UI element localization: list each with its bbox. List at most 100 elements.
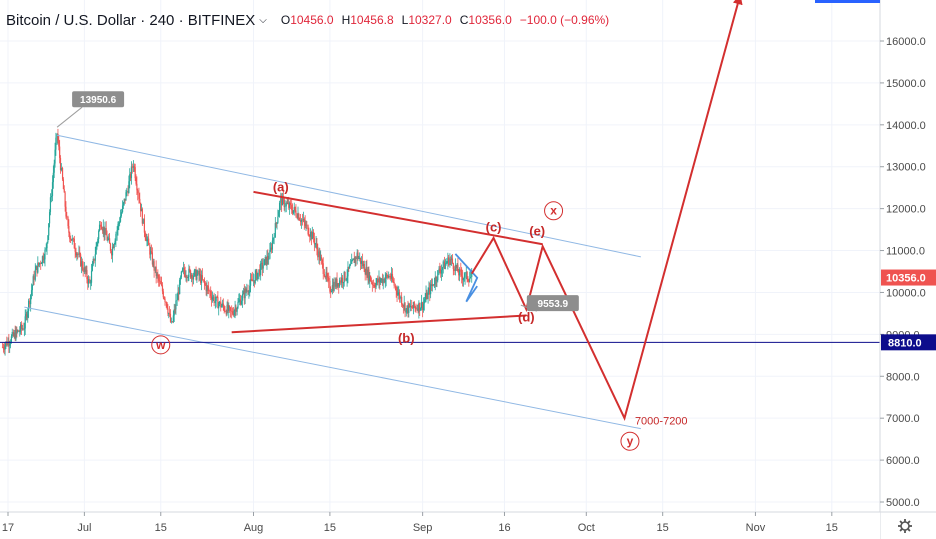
wave-label: (e) (529, 224, 545, 239)
candle-body (135, 178, 137, 184)
candle-body (331, 284, 334, 292)
candle-body (70, 239, 73, 241)
ohlc-key: L (401, 13, 409, 27)
candle-body (441, 267, 443, 271)
candle-body (374, 286, 376, 288)
candle-body (210, 291, 212, 297)
callout-label: 13950.6 (80, 95, 117, 106)
candle-body (322, 263, 324, 274)
candle-body (288, 202, 290, 208)
candle-body (345, 279, 347, 281)
candle-body (296, 215, 298, 219)
candle-body (26, 314, 28, 318)
candle-body (9, 342, 12, 345)
candle-body (49, 197, 52, 213)
triangle-line-upper[interactable] (253, 190, 543, 246)
candle-body (248, 292, 250, 293)
candle-body (409, 303, 411, 307)
candle-body (324, 276, 326, 278)
wave-path[interactable] (470, 0, 743, 422)
candle-body (443, 261, 446, 269)
symbol-title[interactable]: Bitcoin / U.S. Dollar · 240 · BITFINEX (6, 11, 256, 29)
candle-body (223, 306, 225, 311)
ohlc-value: 10327.0 (408, 13, 452, 27)
candle-body (355, 257, 357, 259)
horizontal-line-tag (881, 334, 936, 351)
candle-body (94, 254, 96, 261)
gear-icon[interactable] (898, 519, 912, 533)
candle-body (117, 224, 119, 231)
candle-body (362, 260, 364, 267)
candle-body (382, 278, 384, 284)
candle-body (430, 284, 432, 295)
candle-body (312, 231, 315, 239)
price-callout[interactable]: 13950.6 (56, 91, 125, 128)
candle-body (93, 258, 95, 261)
wave-label-circle (544, 201, 564, 221)
candle-body (376, 278, 378, 283)
candle-body (10, 336, 12, 343)
candle-body (122, 202, 125, 206)
candle-body (365, 267, 367, 275)
candle-body (91, 264, 93, 271)
gear-tooth (899, 520, 903, 524)
candle-body (64, 192, 66, 207)
candle-body (352, 258, 355, 260)
candle-body (303, 219, 305, 223)
candle-body (100, 224, 102, 227)
candle-body (329, 280, 331, 292)
candle-body (320, 257, 322, 261)
wave-label-circle (151, 335, 171, 355)
candle-body (235, 307, 237, 312)
candle-body (48, 223, 50, 236)
candle-body (128, 181, 130, 193)
candle-body (425, 292, 427, 300)
time-tick-label: 16 (498, 522, 510, 534)
candle-body (68, 225, 70, 233)
candle-body (392, 280, 394, 283)
candle-body (459, 269, 461, 276)
candle-body (466, 271, 468, 280)
top-highlight (815, 0, 880, 3)
candle-body (399, 292, 401, 299)
small-pattern[interactable] (454, 253, 479, 303)
chevron-down-icon[interactable]: ⌵ (259, 14, 267, 26)
candle-body (42, 256, 44, 261)
candle-body (163, 297, 165, 299)
candle-body (260, 263, 262, 276)
channel-line-upper[interactable] (56, 134, 641, 258)
time-tick-label: 15 (155, 522, 167, 534)
triangle-line-lower[interactable] (231, 314, 527, 334)
candle-body (244, 288, 246, 299)
candle-body (227, 304, 229, 311)
candle-body (422, 303, 425, 310)
candle-body (153, 261, 155, 271)
channel-line-lower[interactable] (24, 306, 641, 430)
candle-body (36, 266, 38, 273)
candle-body (302, 219, 304, 221)
price-callout[interactable]: 9553.9 (520, 295, 579, 312)
candle-body (88, 279, 90, 284)
candle-body (346, 276, 348, 280)
candle-body (368, 269, 370, 282)
candle-body (213, 296, 215, 304)
candle-body (189, 270, 192, 278)
candle-body (295, 210, 297, 216)
price-tick-label: 6000.0 (886, 455, 920, 467)
candle-body (435, 277, 437, 281)
candle-body (381, 278, 383, 284)
candle-body (233, 310, 235, 315)
candle-body (119, 221, 121, 223)
candle-body (318, 251, 320, 258)
candle-body (404, 303, 406, 313)
candle-body (103, 226, 105, 235)
candle-body (30, 290, 33, 295)
candle-body (29, 300, 31, 305)
candle-body (25, 314, 27, 317)
candle-body (436, 280, 438, 281)
candle-body (179, 279, 181, 295)
candle-body (60, 168, 62, 171)
candle-body (432, 284, 435, 286)
